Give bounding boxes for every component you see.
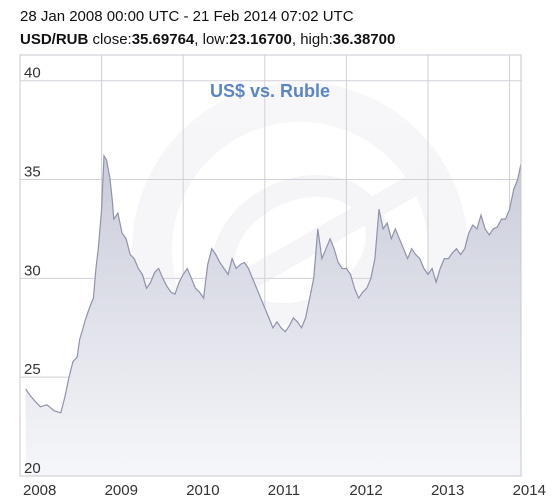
low-label: , low:: [194, 31, 230, 48]
x-tick-label: 2008: [23, 482, 56, 499]
y-tick-label: 25: [24, 361, 41, 378]
close-value: 35.69764: [131, 31, 195, 48]
x-tick-label: 2011: [268, 482, 300, 499]
x-tick-label: 2013: [431, 482, 464, 499]
y-tick-label: 35: [24, 164, 41, 181]
series-area: [25, 155, 521, 477]
y-tick-label: 30: [24, 262, 41, 279]
x-axis: 2008 2009 2010 2011 2012 2013 2014: [23, 482, 546, 499]
price-stats: USD/RUB close:35.69764, low:23.16700, hi…: [20, 31, 395, 48]
x-tick-label: 2012: [349, 482, 382, 499]
y-tick-label: 40: [24, 65, 41, 82]
plot-border: [19, 54, 522, 477]
chart-title: US$ vs. Ruble: [210, 81, 330, 101]
date-range: 28 Jan 2008 00:00 UTC - 21 Feb 2014 07:0…: [20, 8, 354, 25]
y-axis: 20 25 30 35 40: [24, 65, 41, 477]
x-tick-label: 2010: [186, 482, 219, 499]
close-label: close:: [92, 31, 132, 48]
x-tick-label: 2009: [105, 482, 138, 499]
low-value: 23.16700: [229, 31, 292, 48]
high-label: , high:: [291, 31, 333, 48]
high-value: 36.38700: [332, 31, 396, 48]
y-tick-label: 20: [24, 460, 41, 477]
series-line: [25, 153, 522, 414]
x-tick-label: 2014: [513, 482, 546, 499]
currency-pair: USD/RUB: [20, 31, 89, 48]
